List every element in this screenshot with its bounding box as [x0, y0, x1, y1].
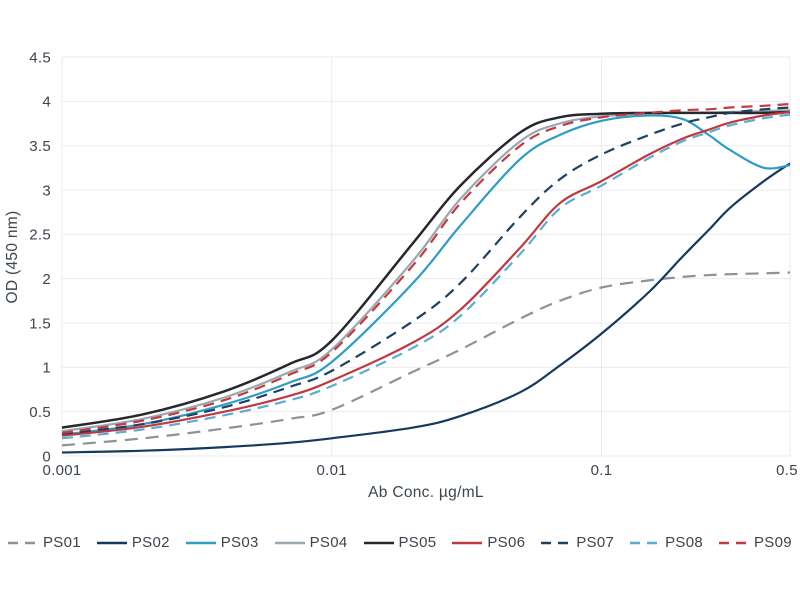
series-line-ps07: [61, 106, 791, 435]
series-line-ps01: [61, 271, 791, 447]
legend-item-ps02: PS02: [96, 534, 170, 551]
legend-label-ps07: PS07: [576, 534, 615, 551]
legend-swatch-ps07: [541, 541, 572, 544]
legend-swatch-ps05: [363, 541, 394, 544]
legend-label-ps01: PS01: [43, 534, 81, 551]
legend-swatch-ps06: [452, 541, 483, 544]
series-line-ps06: [61, 110, 791, 437]
y-tick-label: 0: [42, 448, 51, 465]
x-tick-label: 0.001: [42, 462, 81, 479]
legend-swatch-ps01: [8, 541, 38, 544]
x-tick-label: 0.01: [317, 462, 347, 479]
legend-swatch-ps02: [96, 541, 127, 544]
y-tick-label: 4.5: [29, 49, 51, 66]
legend-item-ps05: PS05: [363, 534, 437, 551]
series-line-ps08: [61, 113, 791, 440]
legend-item-ps04: PS04: [274, 534, 348, 551]
y-tick-label: 3: [42, 182, 51, 199]
legend-swatch-ps04: [274, 541, 305, 544]
y-tick-label: 4: [42, 94, 51, 111]
series-line-ps09: [61, 102, 791, 434]
legend-swatch-ps09: [719, 541, 749, 544]
y-tick-label: 0.5: [29, 404, 51, 421]
legend-swatch-ps03: [185, 541, 216, 544]
gridlines: [61, 56, 791, 457]
legend-label-ps09: PS09: [754, 534, 792, 551]
y-tick-label: 2: [42, 271, 51, 288]
series-line-ps05: [61, 110, 791, 429]
legend-label-ps02: PS02: [131, 534, 170, 551]
elisa-binding-curve-chart: 0.001 0.01 0.1 0.5 0 0.5 1 1.5 2 2.5 3 3.5 4 4.5 Ab …: [4, 49, 798, 501]
y-tick-label: 2.5: [29, 227, 51, 244]
legend-label-ps04: PS04: [309, 534, 348, 551]
y-axis-tick-labels: 0 0.5 1 1.5 2 2.5 3 3.5 4 4.5: [29, 49, 51, 465]
x-axis-title: Ab Conc. µg/mL: [368, 484, 484, 501]
legend-item-ps09: PS09: [719, 534, 792, 551]
x-axis-tick-labels: 0.001 0.01 0.1 0.5: [42, 462, 797, 479]
legend-label-ps05: PS05: [398, 534, 437, 551]
legend-label-ps06: PS06: [487, 534, 526, 551]
chart-legend: PS01 PS02 PS03 PS04 PS05 PS06 PS07 PS08 PS09: [0, 534, 800, 551]
legend-item-ps01: PS01: [8, 534, 81, 551]
legend-item-ps03: PS03: [185, 534, 259, 551]
y-axis-title: OD (450 nm): [4, 211, 21, 304]
series-line-ps03: [61, 114, 791, 436]
legend-label-ps03: PS03: [220, 534, 259, 551]
x-tick-label: 0.1: [591, 462, 613, 479]
y-tick-label: 1: [42, 360, 51, 377]
series-line-ps02: [61, 162, 791, 454]
series-line-ps04: [61, 109, 791, 433]
legend-swatch-ps08: [630, 541, 661, 544]
y-tick-label: 3.5: [29, 138, 51, 155]
legend-item-ps08: PS08: [630, 534, 703, 551]
legend-item-ps06: PS06: [452, 534, 525, 551]
legend-item-ps07: PS07: [541, 534, 614, 551]
y-tick-label: 1.5: [29, 315, 51, 332]
legend-label-ps08: PS08: [665, 534, 704, 551]
series-lines: [61, 102, 791, 454]
x-tick-label: 0.5: [776, 462, 798, 479]
